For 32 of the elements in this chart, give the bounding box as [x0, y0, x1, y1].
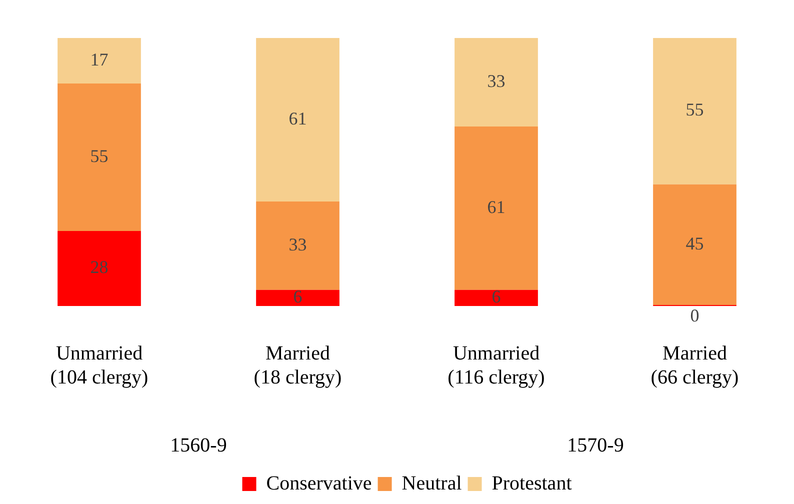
- bar: [58, 84, 141, 231]
- bar: [58, 38, 141, 84]
- data-label: 55: [686, 99, 704, 120]
- data-label: 28: [90, 257, 108, 278]
- data-label: 33: [487, 70, 506, 91]
- x-tick-label: Married (18 clergy): [254, 342, 342, 388]
- bar: [256, 290, 340, 306]
- data-label: 45: [686, 233, 704, 254]
- bar: [454, 38, 538, 126]
- text: 1570-9: [567, 434, 624, 456]
- text: 1560-9: [170, 434, 227, 456]
- x-tick-label: Married (66 clergy): [650, 342, 739, 388]
- data-label: 6: [293, 286, 302, 307]
- data-label: 0: [690, 306, 700, 326]
- data-label: 17: [90, 50, 108, 70]
- data-label: 6: [492, 286, 501, 307]
- bar: [58, 230, 141, 306]
- legend-label: Neutral: [402, 472, 462, 494]
- x-tick-label: Unmarried (116 clergy): [448, 342, 545, 388]
- bar: [256, 201, 340, 290]
- data-label: 33: [288, 234, 307, 254]
- bar: [454, 290, 538, 306]
- bar: [454, 126, 538, 290]
- data-label: 55: [90, 146, 108, 166]
- bar: [256, 38, 340, 202]
- data-label: 61: [288, 108, 307, 128]
- bar: [653, 184, 736, 305]
- legend-label: Conservative: [266, 472, 372, 494]
- data-label: 61: [487, 196, 506, 217]
- x-tick-label: Unmarried (104 clergy): [50, 342, 148, 388]
- bar: [653, 38, 736, 184]
- legend-label: Protestant: [492, 472, 572, 494]
